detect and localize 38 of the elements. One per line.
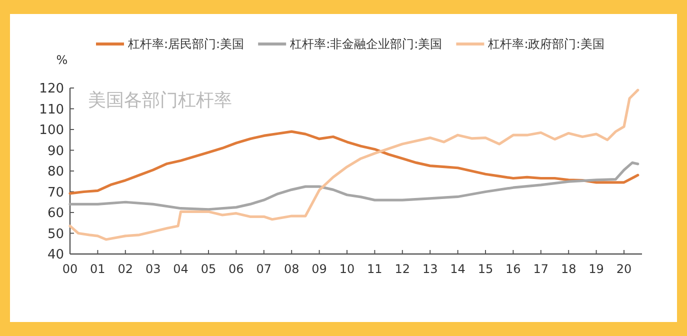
x-tick-label: 12 xyxy=(394,262,410,276)
x-tick-label: 14 xyxy=(450,262,466,276)
x-tick-label: 05 xyxy=(200,262,216,276)
legend-label: 杠杆率:政府部门:美国 xyxy=(487,37,604,51)
y-tick-label: 90 xyxy=(47,144,64,159)
line-series xyxy=(68,161,640,211)
y-tick-label: 80 xyxy=(47,164,64,180)
x-tick-label: 08 xyxy=(284,262,300,276)
y-tick-label: 100 xyxy=(39,123,64,138)
x-tick-label: 13 xyxy=(422,262,438,276)
y-tick-label: 40 xyxy=(47,248,64,262)
x-tick-label: 15 xyxy=(478,262,494,276)
x-tick-label: 02 xyxy=(118,262,134,276)
y-tick-label: 110 xyxy=(39,102,64,118)
chart-title: 美国各部门杠杆率 xyxy=(88,90,232,111)
x-tick-label: 01 xyxy=(90,262,106,276)
y-axis-title: % xyxy=(56,53,68,67)
x-tick-label: 06 xyxy=(228,262,244,276)
y-tick-label: 70 xyxy=(47,185,64,200)
x-tick-label: 04 xyxy=(173,262,188,276)
x-tick-label: 03 xyxy=(145,262,161,276)
x-tick-label: 07 xyxy=(256,262,272,276)
x-tick-label: 18 xyxy=(560,262,576,276)
x-tick-label: 17 xyxy=(533,262,549,276)
x-tick-label: 20 xyxy=(616,262,632,276)
x-tick-label: 10 xyxy=(339,262,355,276)
y-tick-label: 50 xyxy=(47,226,64,242)
x-tick-label: 11 xyxy=(367,262,382,276)
y-tick-label: 60 xyxy=(47,206,64,221)
x-tick-label: 00 xyxy=(62,262,78,276)
legend-label: 杠杆率:居民部门:美国 xyxy=(127,37,244,51)
x-tick-label: 16 xyxy=(506,262,521,276)
line-series xyxy=(68,88,640,241)
y-tick-label: 120 xyxy=(39,82,64,96)
legend-label: 杠杆率:非金融企业部门:美国 xyxy=(289,37,442,51)
x-tick-label: 09 xyxy=(312,262,327,276)
line-series xyxy=(68,130,640,195)
x-tick-label: 19 xyxy=(588,262,604,276)
